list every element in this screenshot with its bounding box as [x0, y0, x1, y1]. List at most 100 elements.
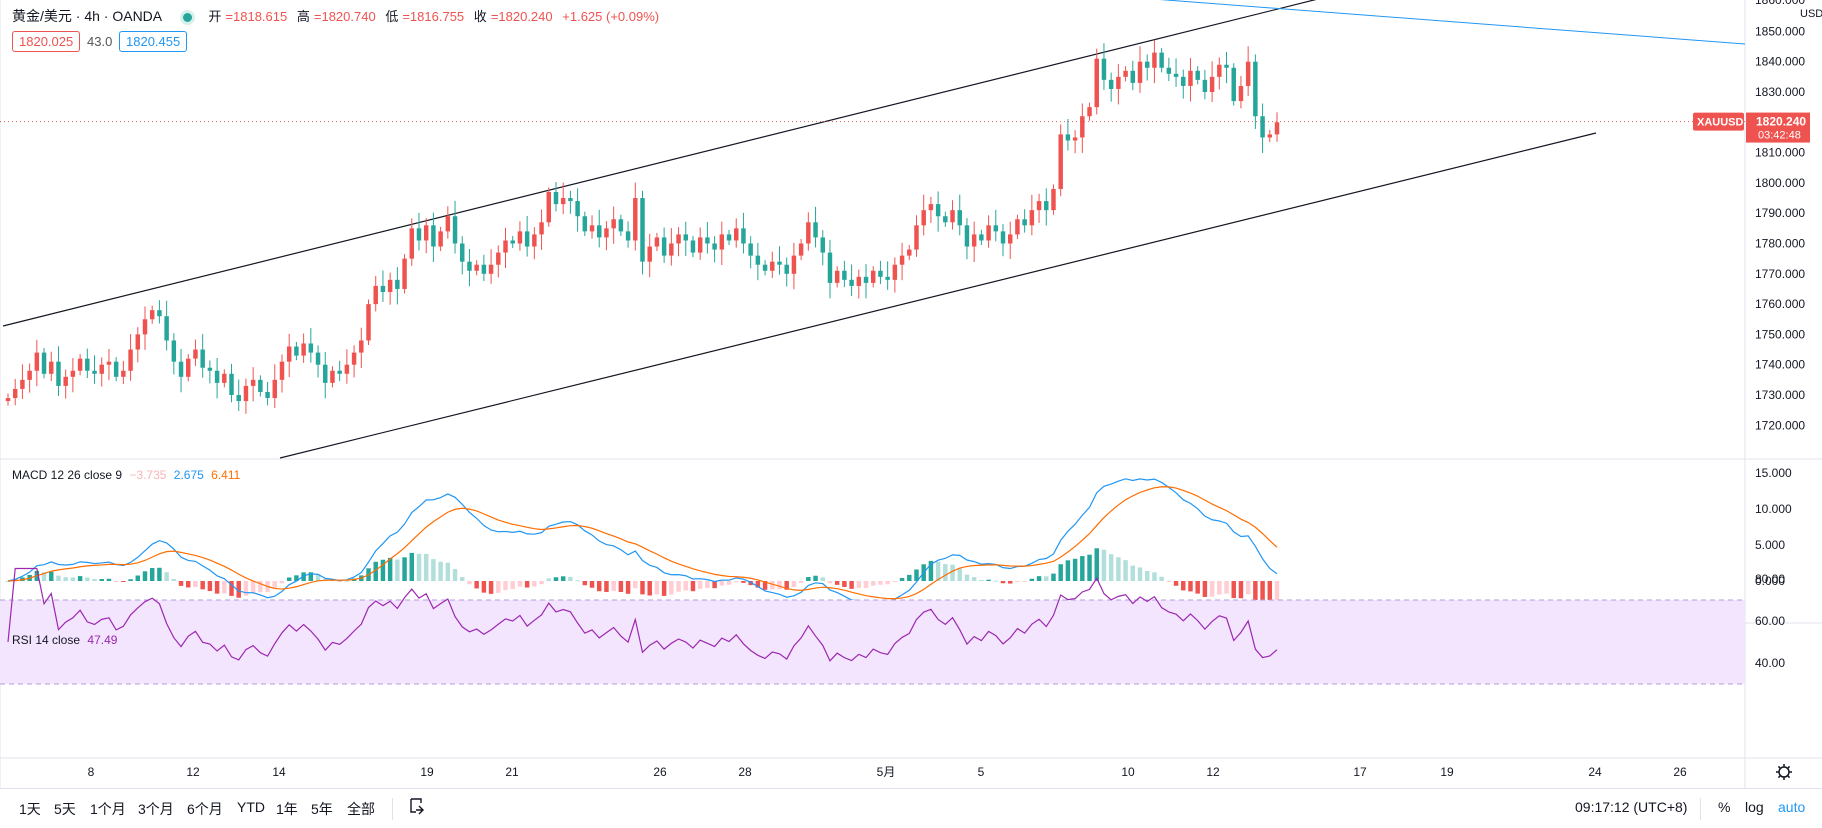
candle-body[interactable] — [366, 304, 371, 341]
candle-body[interactable] — [914, 225, 919, 250]
candle-body[interactable] — [214, 370, 220, 383]
candle-body[interactable] — [553, 191, 559, 205]
candle-body[interactable] — [70, 370, 76, 377]
candle-body[interactable] — [409, 228, 415, 259]
candle-body[interactable] — [1044, 201, 1049, 211]
candle-body[interactable] — [5, 398, 11, 402]
candle-body[interactable] — [878, 270, 883, 277]
range-1y-button[interactable]: 1年 — [276, 801, 298, 817]
candle-body[interactable] — [1260, 116, 1265, 138]
candle-body[interactable] — [820, 237, 825, 253]
candle-body[interactable] — [690, 240, 696, 253]
candle-body[interactable] — [806, 222, 811, 244]
candle-body[interactable] — [1159, 52, 1164, 68]
candle-body[interactable] — [193, 349, 198, 359]
candle-body[interactable] — [748, 243, 753, 256]
candle-body[interactable] — [488, 264, 494, 274]
candle-body[interactable] — [34, 352, 40, 371]
candle-body[interactable] — [1051, 188, 1056, 211]
candle-body[interactable] — [243, 385, 249, 402]
symbol-tag[interactable] — [1693, 112, 1744, 131]
candle-body[interactable] — [1022, 219, 1027, 226]
candle-body[interactable] — [445, 216, 451, 232]
candle-body[interactable] — [496, 252, 501, 265]
candle-body[interactable] — [200, 349, 205, 368]
candle-body[interactable] — [265, 391, 270, 399]
candle-body[interactable] — [813, 222, 818, 238]
symbol-title[interactable]: 黄金/美元 · 4h · OANDA — [12, 8, 163, 24]
candle-body[interactable] — [661, 237, 667, 256]
candle-body[interactable] — [1144, 61, 1150, 68]
candle-body[interactable] — [286, 346, 292, 362]
candle-body[interactable] — [1000, 231, 1006, 244]
candle-body[interactable] — [770, 261, 775, 271]
candle-body[interactable] — [373, 285, 378, 305]
candle-body[interactable] — [301, 343, 306, 356]
candle-body[interactable] — [1065, 134, 1071, 141]
range-1m-button[interactable]: 1个月 — [90, 801, 126, 817]
candle-body[interactable] — [272, 379, 278, 399]
range-3m-button[interactable]: 3个月 — [138, 801, 174, 817]
candle-body[interactable] — [431, 225, 436, 247]
candle-body[interactable] — [315, 352, 321, 365]
candle-body[interactable] — [12, 388, 18, 399]
candle-body[interactable] — [863, 276, 869, 283]
candle-body[interactable] — [870, 270, 876, 283]
candle-body[interactable] — [964, 225, 970, 247]
candle-body[interactable] — [279, 361, 285, 380]
candle-body[interactable] — [467, 261, 472, 271]
candle-body[interactable] — [359, 340, 364, 353]
candle-body[interactable] — [1209, 76, 1215, 92]
range-ytd-button[interactable]: YTD — [237, 799, 265, 815]
candle-body[interactable] — [351, 352, 357, 365]
log-scale-toggle[interactable]: log — [1745, 799, 1764, 815]
candle-body[interactable] — [1173, 73, 1179, 77]
candle-body[interactable] — [1058, 134, 1063, 189]
trend-line[interactable] — [1140, 0, 1746, 45]
clock-timezone[interactable]: 09:17:12 (UTC+8) — [1575, 799, 1688, 815]
macd-legend[interactable]: MACD 12 26 close 9 −3.735 2.675 6.411 — [12, 468, 244, 482]
candle-body[interactable] — [423, 225, 429, 241]
candle-body[interactable] — [1267, 134, 1273, 138]
candle-body[interactable] — [1036, 201, 1042, 211]
candle-body[interactable] — [186, 358, 191, 377]
candle-body[interactable] — [532, 234, 537, 247]
candle-body[interactable] — [49, 361, 54, 374]
candle-body[interactable] — [849, 279, 854, 286]
candle-body[interactable] — [943, 216, 948, 223]
candle-body[interactable] — [20, 379, 25, 389]
candle-body[interactable] — [135, 334, 141, 350]
range-all-button[interactable]: 全部 — [347, 801, 375, 817]
candle-body[interactable] — [842, 270, 847, 280]
candle-body[interactable] — [669, 243, 674, 256]
candle-body[interactable] — [726, 234, 732, 241]
candle-body[interactable] — [791, 255, 797, 274]
candle-body[interactable] — [647, 246, 652, 262]
candle-body[interactable] — [402, 258, 407, 289]
candle-body[interactable] — [344, 364, 350, 374]
candle-body[interactable] — [1130, 70, 1136, 83]
candle-body[interactable] — [885, 276, 890, 280]
candle-body[interactable] — [222, 373, 227, 383]
candle-body[interactable] — [575, 201, 580, 217]
candle-body[interactable] — [207, 367, 213, 371]
candle-body[interactable] — [741, 228, 746, 244]
candle-body[interactable] — [1087, 107, 1092, 117]
candle-body[interactable] — [762, 264, 768, 271]
candle-body[interactable] — [121, 370, 126, 377]
candle-body[interactable] — [733, 228, 739, 241]
candle-body[interactable] — [460, 243, 465, 262]
auto-scale-toggle[interactable]: auto — [1778, 799, 1806, 815]
candle-body[interactable] — [798, 243, 804, 256]
candle-body[interactable] — [1029, 210, 1035, 226]
candle-body[interactable] — [597, 225, 602, 238]
candle-body[interactable] — [899, 255, 905, 265]
candle-body[interactable] — [1238, 85, 1244, 102]
candle-body[interactable] — [640, 198, 645, 262]
candle-body[interactable] — [387, 279, 393, 292]
candle-body[interactable] — [777, 261, 782, 265]
candle-body[interactable] — [1152, 52, 1157, 68]
candle-body[interactable] — [683, 234, 688, 241]
candle-body[interactable] — [856, 276, 862, 286]
candle-body[interactable] — [41, 352, 47, 374]
